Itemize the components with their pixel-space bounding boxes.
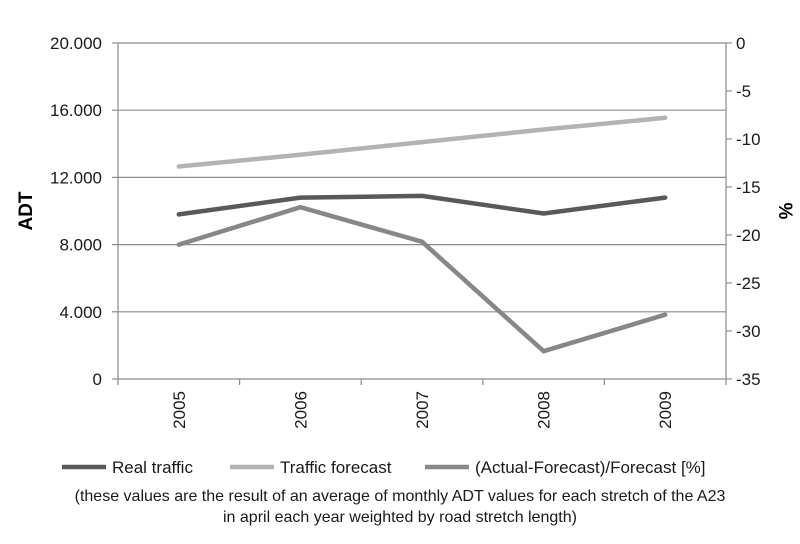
data-point [299,154,301,156]
y-left-tick-label: 12.000 [50,168,102,187]
data-point [299,197,301,199]
y-right-tick-label: -30 [736,322,761,341]
y-right-tick-label: -25 [736,274,761,293]
right-axis-ticks: 0 -5 -10 -15 -20 -25 -30 -35 [726,34,761,389]
left-axis-ticks: 0 4.000 8.000 12.000 16.000 20.000 [50,34,118,389]
data-point [178,165,180,167]
data-point [421,141,423,143]
y-left-tick-label: 4.000 [59,303,102,322]
legend-label: Real traffic [112,458,193,477]
x-tick-label: 2005 [170,391,189,429]
data-point [178,213,180,215]
legend: Real traffic Traffic forecast (Actual-Fore… [62,458,706,477]
x-tick-label: 2006 [291,391,310,429]
x-tick-label: 2008 [535,391,554,429]
note-line-2: in april each year weighted by road stre… [223,509,577,526]
y-left-tick-label: 8.000 [59,236,102,255]
x-tick-label: 2007 [413,391,432,429]
y-left-axis-title: ADT [16,191,37,230]
data-point [543,350,545,352]
data-point [421,241,423,243]
note-line-1: (these values are the result of an avera… [74,488,726,505]
data-point [178,244,180,246]
axes [117,43,727,380]
y-left-tick-label: 16.000 [50,101,102,120]
x-axis-ticks: 2005 2006 2007 2008 2009 [117,379,727,429]
x-tick-label: 2009 [656,391,675,429]
data-point [299,206,301,208]
y-right-tick-label: 0 [736,34,745,53]
y-left-tick-label: 0 [93,370,102,389]
series-line [176,193,668,217]
y-right-tick-label: -15 [736,178,761,197]
legend-label: Traffic forecast [280,458,392,477]
data-point [543,213,545,215]
chart-note: (these values are the result of an avera… [0,486,800,528]
data-point [543,129,545,131]
data-point [664,197,666,199]
gridlines [118,42,726,313]
legend-label: (Actual-Forecast)/Forecast [%] [475,458,706,477]
data-point [421,195,423,197]
y-right-tick-label: -20 [736,226,761,245]
y-left-tick-label: 20.000 [50,34,102,53]
y-right-tick-label: -5 [736,82,751,101]
data-point [664,314,666,316]
y-right-tick-label: -10 [736,130,761,149]
data-point [664,117,666,119]
y-right-axis-title: % [774,203,795,220]
series-lines [176,115,668,354]
y-right-tick-label: -35 [736,370,761,389]
series-line [176,204,668,354]
